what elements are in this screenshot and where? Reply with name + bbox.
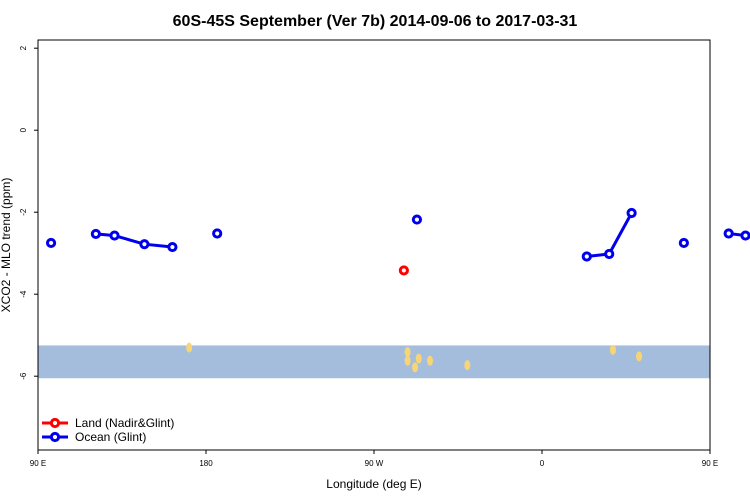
map-band [38, 342, 710, 379]
series-1-line-1 [95, 232, 173, 249]
ocean-band [38, 345, 710, 379]
y-tick-label-4: -6 [19, 372, 28, 380]
legend-marker-0 [49, 417, 61, 429]
y-tick-label-0: 2 [19, 45, 28, 50]
series-1-point-11 [723, 228, 734, 239]
legend-label-1: Ocean (Glint) [75, 430, 146, 444]
series-1-point-7 [581, 251, 592, 262]
plot-frame [37, 39, 711, 451]
series-layer [45, 207, 750, 276]
legend: Land (Nadir&Glint)Ocean (Glint) [42, 416, 174, 444]
land-patch-0 [186, 342, 193, 353]
land-patch-7 [609, 344, 616, 355]
chart-title: 60S-45S September (Ver 7b) 2014-09-06 to… [173, 13, 578, 30]
series-1-point-12 [740, 230, 750, 241]
series-1-line-6 [728, 232, 750, 239]
series-1-point-5 [212, 228, 223, 239]
y-tick-label-2: -2 [19, 208, 28, 216]
x-tick-label-2: 90 W [365, 459, 384, 468]
series-1-point-9 [626, 207, 637, 219]
y-axis: 2 0 -2 -4 -6 [19, 45, 38, 380]
land-patch-6 [464, 360, 471, 371]
series-1-point-10 [678, 237, 689, 249]
series-1-point-0 [45, 237, 57, 249]
series-1-point-3 [139, 239, 150, 250]
land-patch-5 [427, 355, 433, 366]
series-1-point-2 [109, 230, 120, 241]
legend-marker-1 [49, 431, 61, 443]
series-1-point-1 [90, 228, 101, 240]
y-tick-label-3: -4 [19, 290, 28, 298]
land-patch-8 [636, 351, 643, 362]
land-patch-3 [412, 362, 419, 373]
x-tick-label-1: 180 [199, 459, 213, 468]
y-tick-label-1: 0 [19, 127, 28, 132]
series-0-point-0 [398, 265, 409, 276]
x-tick-label-3: 0 [540, 459, 545, 468]
land-patch-2 [404, 355, 411, 366]
series-1-point-6 [411, 214, 423, 225]
y-axis-label: XCO2 - MLO trend (ppm) [0, 178, 13, 313]
series-1-point-4 [167, 241, 178, 253]
x-tick-label-4: 90 E [702, 459, 718, 468]
land-patch-1 [404, 347, 411, 358]
legend-label-0: Land (Nadir&Glint) [75, 416, 174, 430]
x-tick-label-0: 90 E [30, 459, 46, 468]
series-1-point-8 [604, 248, 615, 260]
x-axis-label: Longitude (deg E) [326, 477, 421, 491]
land-patch-4 [415, 353, 422, 364]
